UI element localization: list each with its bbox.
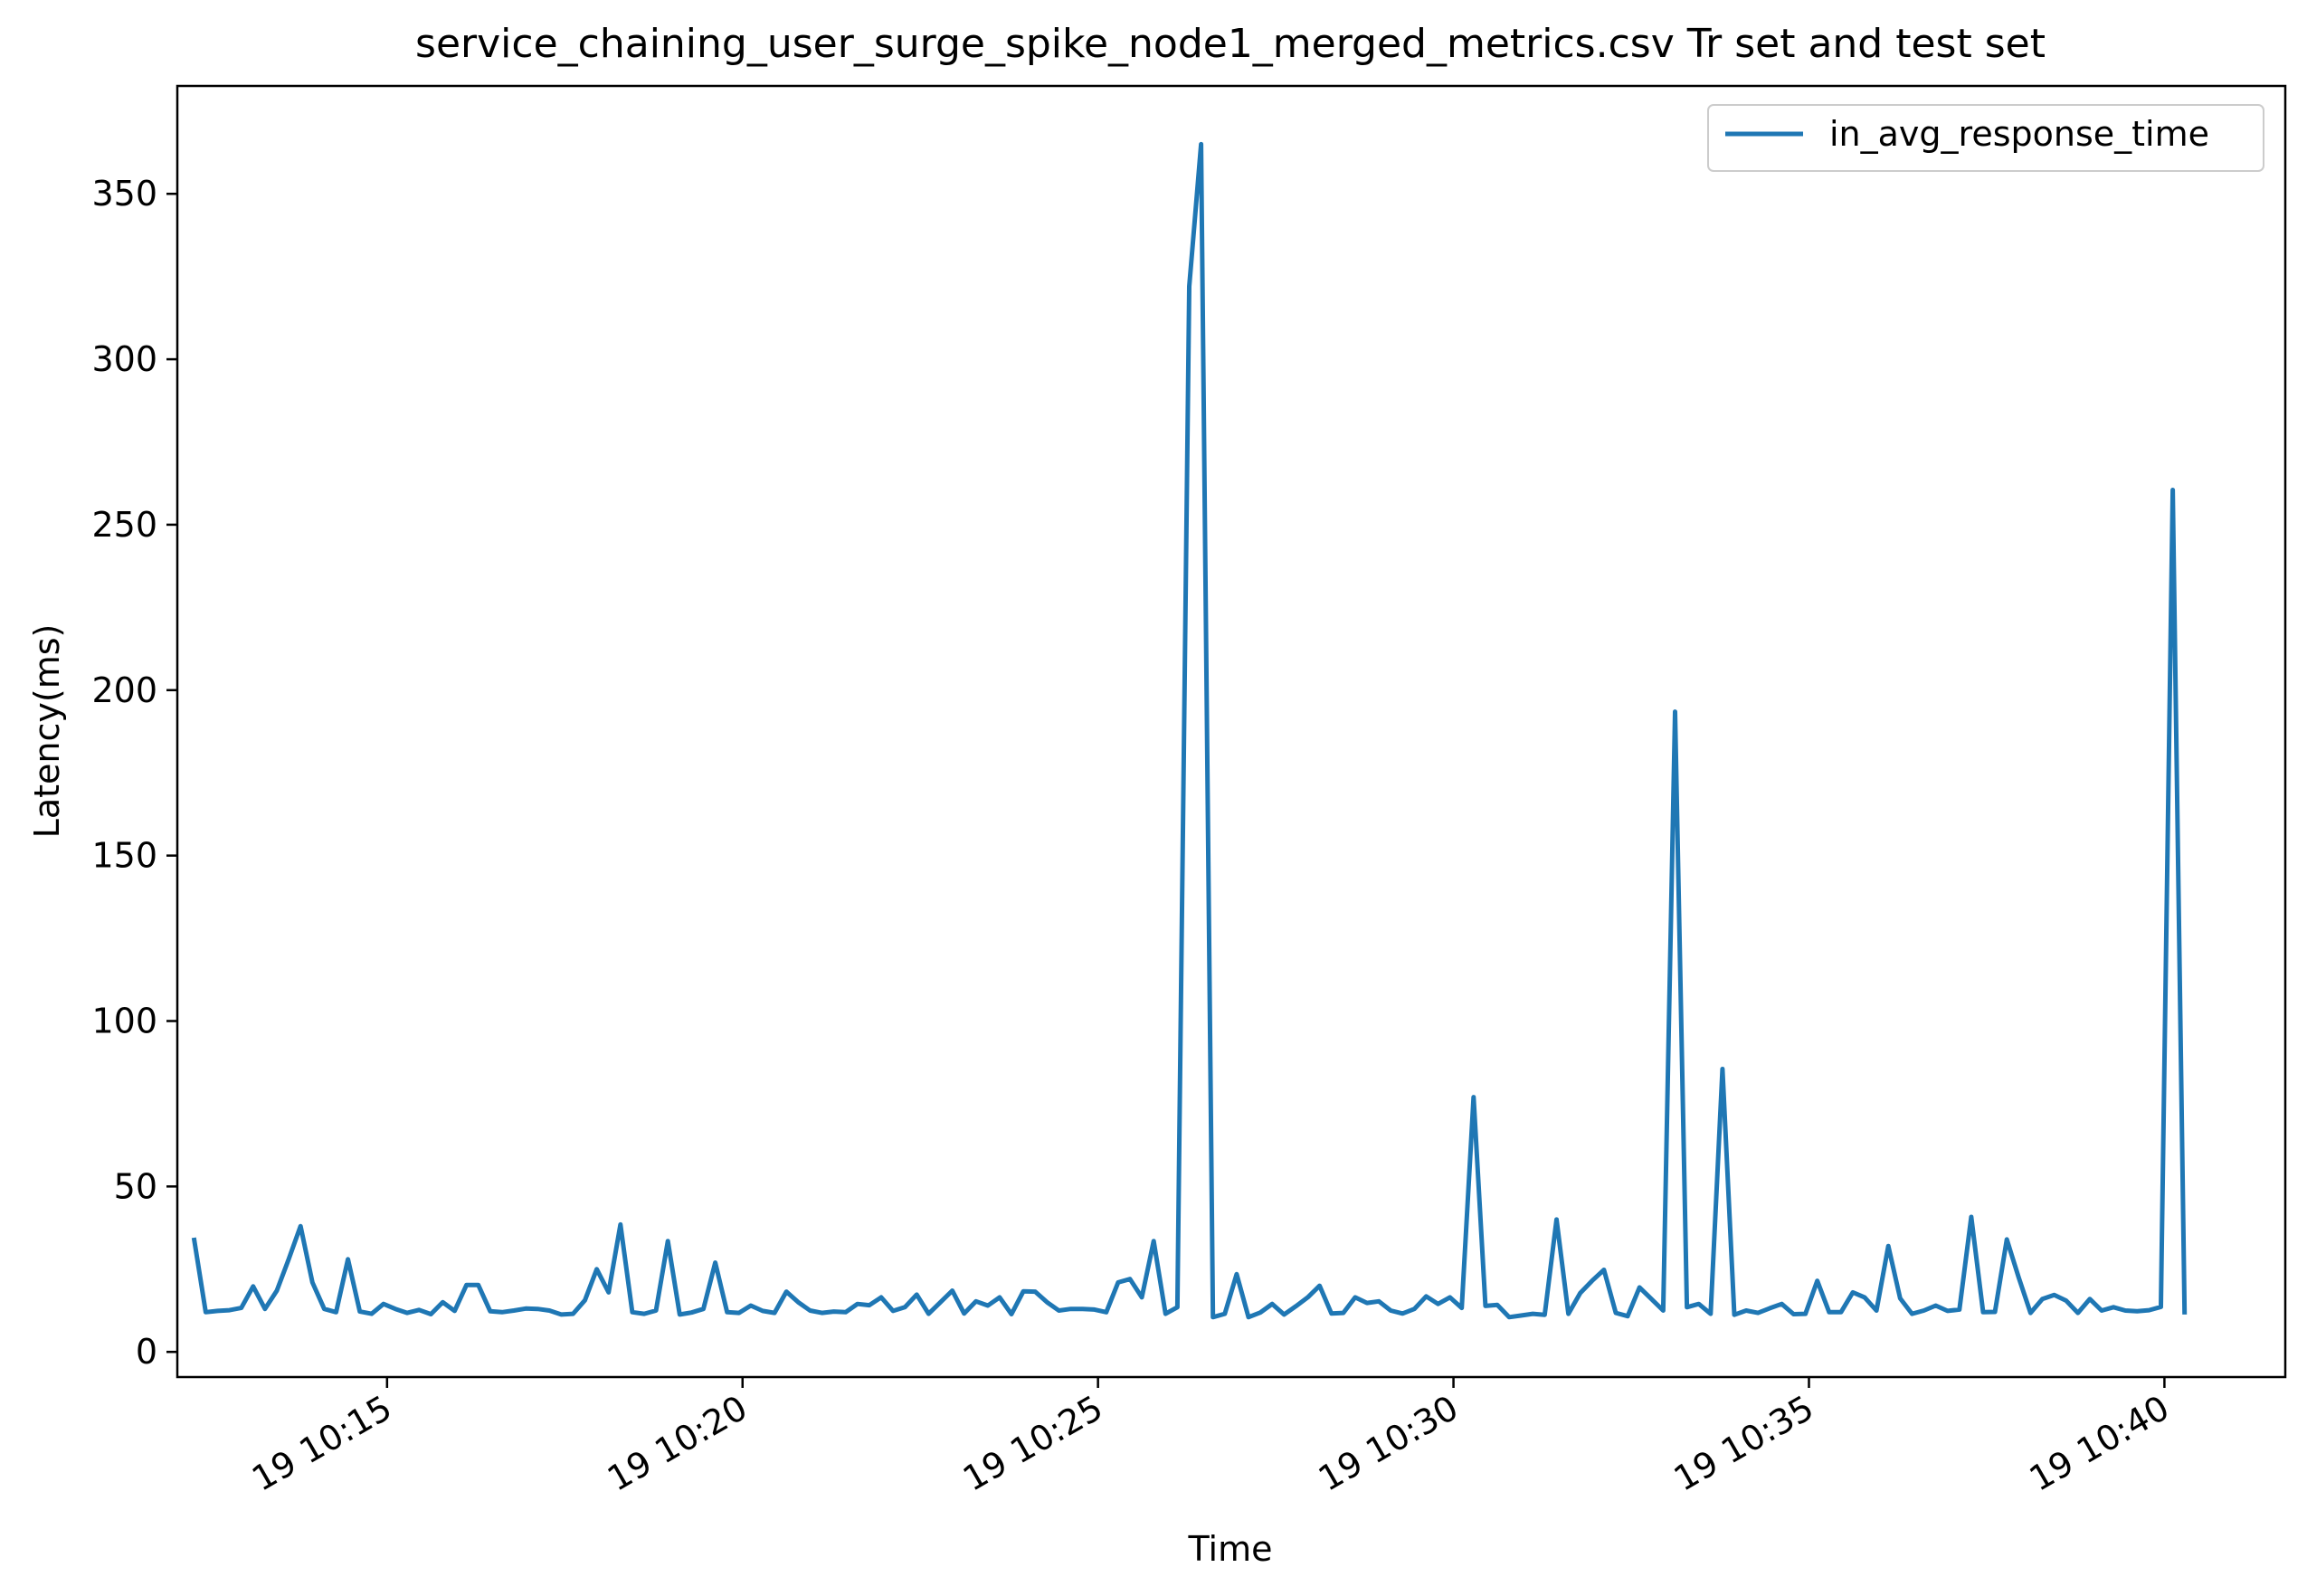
- plot-area-frame: [176, 84, 2287, 1379]
- y-tick-label: 350: [91, 174, 157, 214]
- y-tick-label: 200: [91, 670, 157, 710]
- legend-label: in_avg_response_time: [1829, 114, 2209, 154]
- y-axis-label: Latency(ms): [27, 624, 67, 839]
- y-tick-label: 150: [91, 836, 157, 876]
- y-tick-label: 300: [91, 339, 157, 379]
- y-tick-label: 250: [91, 505, 157, 545]
- y-tick-label: 50: [114, 1166, 157, 1206]
- series-layer: [191, 141, 2188, 1320]
- series-line-in_avg_response_time: [191, 141, 2188, 1320]
- legend: in_avg_response_time: [1707, 104, 2264, 172]
- y-tick-label: 0: [136, 1332, 157, 1372]
- y-tick-label: 100: [91, 1001, 157, 1040]
- chart-title: service_chaining_user_surge_spike_node1_…: [415, 21, 2046, 67]
- x-axis-label: Time: [1188, 1529, 1273, 1569]
- legend-box: [1707, 104, 2264, 172]
